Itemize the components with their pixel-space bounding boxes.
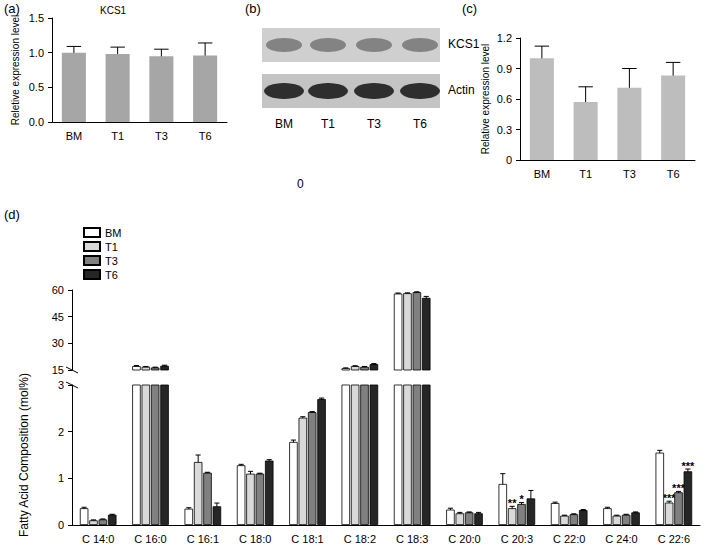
svg-text:BM: BM [275, 117, 293, 131]
svg-text:(a): (a) [4, 1, 20, 16]
svg-text:T6: T6 [667, 168, 680, 180]
svg-text:2: 2 [58, 426, 64, 438]
svg-text:T1: T1 [321, 117, 335, 131]
svg-text:T3: T3 [155, 130, 168, 142]
svg-text:C 20:3: C 20:3 [501, 533, 533, 545]
svg-text:(d): (d) [4, 207, 20, 222]
svg-text:Actin: Actin [448, 83, 475, 97]
svg-text:KCS1: KCS1 [100, 5, 127, 16]
svg-text:T1: T1 [111, 130, 124, 142]
svg-text:C 22:0: C 22:0 [553, 533, 585, 545]
svg-text:0.5: 0.5 [29, 81, 44, 93]
svg-text:C 22:6: C 22:6 [658, 533, 690, 545]
svg-text:***: *** [672, 482, 686, 494]
svg-text:30: 30 [52, 337, 64, 349]
svg-text:0: 0 [297, 177, 304, 191]
svg-text:(b): (b) [245, 1, 261, 16]
svg-text:*: * [519, 493, 524, 505]
svg-text:T3: T3 [623, 168, 636, 180]
svg-text:0: 0 [58, 519, 64, 531]
svg-text:15: 15 [52, 364, 64, 376]
svg-text:C 16:1: C 16:1 [187, 533, 219, 545]
svg-text:BM: BM [66, 130, 83, 142]
svg-text:0.3: 0.3 [497, 124, 512, 136]
svg-text:**: ** [508, 497, 517, 509]
svg-text:1.2: 1.2 [497, 32, 512, 44]
svg-text:T6: T6 [105, 269, 118, 281]
svg-text:T3: T3 [367, 117, 381, 131]
svg-text:BM: BM [534, 168, 551, 180]
svg-text:C 18:0: C 18:0 [239, 533, 271, 545]
svg-text:0: 0 [506, 154, 512, 166]
svg-text:45: 45 [52, 311, 64, 323]
svg-text:C 18:1: C 18:1 [291, 533, 323, 545]
svg-text:T6: T6 [199, 130, 212, 142]
svg-text:BM: BM [105, 227, 122, 239]
svg-text:1: 1 [58, 472, 64, 484]
svg-text:C 18:2: C 18:2 [344, 533, 376, 545]
svg-text:T6: T6 [413, 117, 427, 131]
svg-text:C 14:0: C 14:0 [82, 533, 114, 545]
svg-text:1.5: 1.5 [29, 12, 44, 24]
svg-text:T3: T3 [105, 255, 118, 267]
svg-text:1.0: 1.0 [29, 47, 44, 59]
svg-text:T1: T1 [579, 168, 592, 180]
svg-text:(c): (c) [462, 1, 477, 16]
svg-text:C 20:0: C 20:0 [448, 533, 480, 545]
svg-text:3: 3 [58, 379, 64, 391]
svg-text:60: 60 [52, 284, 64, 296]
svg-text:C 18:3: C 18:3 [396, 533, 428, 545]
svg-text:C 16:0: C 16:0 [134, 533, 166, 545]
svg-text:0.6: 0.6 [497, 93, 512, 105]
svg-text:C 24:0: C 24:0 [605, 533, 637, 545]
svg-text:KCS1: KCS1 [448, 37, 480, 51]
svg-text:Fatty Acid Composition (mol%): Fatty Acid Composition (mol%) [17, 373, 31, 537]
svg-text:0.0: 0.0 [29, 116, 44, 128]
svg-text:Reletive expression level: Reletive expression level [10, 15, 21, 126]
svg-text:T1: T1 [105, 241, 118, 253]
svg-text:0.9: 0.9 [497, 63, 512, 75]
svg-text:Relative expression level: Relative expression level [480, 44, 491, 155]
svg-text:***: *** [681, 460, 695, 472]
